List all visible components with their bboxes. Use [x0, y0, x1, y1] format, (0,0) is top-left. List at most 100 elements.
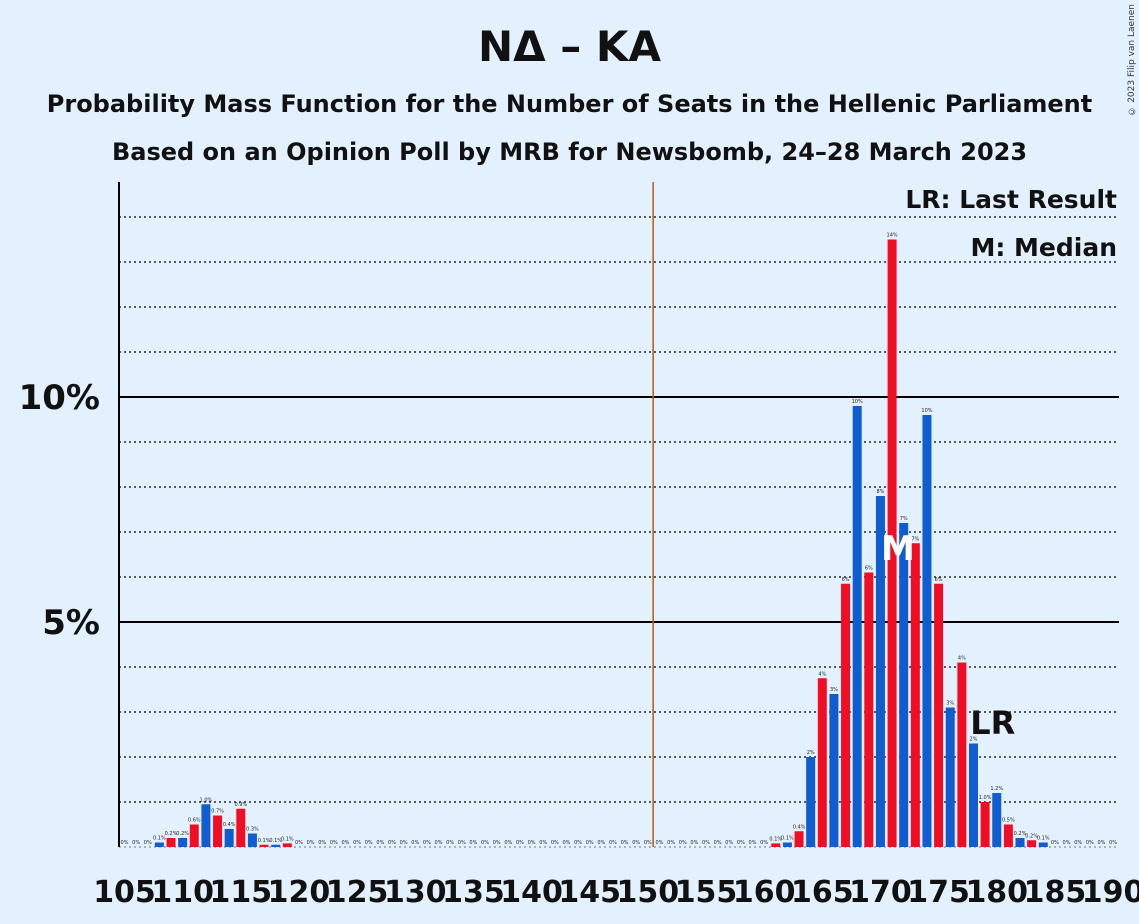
bar-label: 0% — [760, 840, 768, 846]
bar — [154, 842, 164, 847]
x-tick-label: 185 — [1024, 875, 1087, 910]
chart-title: ΝΔ – ΚΑ — [478, 22, 661, 71]
bar-label: 6% — [935, 577, 943, 583]
bar-label: 0% — [679, 840, 687, 846]
bar-label: 0% — [481, 840, 489, 846]
bar-label: 0% — [714, 840, 722, 846]
bar-label: 1.0% — [979, 795, 992, 801]
bar-label: 0% — [121, 840, 129, 846]
x-tick-label: 105 — [93, 875, 156, 910]
bar — [1027, 840, 1037, 847]
x-tick-label: 160 — [733, 875, 796, 910]
y-tick-label: 10% — [19, 378, 100, 418]
bar-label: 0% — [562, 840, 570, 846]
bar-label: 6% — [865, 566, 873, 572]
bar-label: 0% — [504, 840, 512, 846]
bar-labels: 0% 0%0.1%0.2%1.0%0.4%0.3%0.1% 0% 0% 0% 0% 0% 0%… — [121, 233, 1118, 847]
bar-label: 0.1% — [281, 836, 294, 842]
bar-label: 0.2% — [1014, 831, 1027, 837]
bar — [841, 583, 851, 847]
bar-label: 0% — [597, 840, 605, 846]
bar-label: 2% — [807, 750, 815, 756]
bar — [910, 543, 920, 847]
y-tick-label: 5% — [42, 603, 100, 643]
bar-label: 0% — [365, 840, 373, 846]
x-tick-label: 110 — [151, 875, 214, 910]
bar — [945, 707, 955, 847]
bar-label: 0% — [388, 840, 396, 846]
bar — [282, 843, 292, 847]
bar-label: 0.4% — [793, 824, 806, 830]
bar-label: 0% — [1086, 840, 1094, 846]
bar-label: 0.2% — [1025, 833, 1038, 839]
chart-subtitle-2: Based on an Opinion Poll by MRB for News… — [111, 138, 1028, 166]
bar-label: 0% — [621, 840, 629, 846]
bar — [236, 808, 246, 847]
bar — [189, 824, 199, 847]
x-tick-label: 190 — [1082, 875, 1139, 910]
bar-label: 0.1% — [153, 836, 166, 842]
bar-label: 7% — [900, 516, 908, 522]
bar-label: 0% — [1051, 840, 1059, 846]
bar-label: 1.2% — [990, 786, 1003, 792]
bar-label: 1.0% — [200, 797, 213, 803]
x-tick-labels: 1051101151201251301351401451501551601651… — [93, 875, 1139, 910]
bar-label: 0.6% — [188, 818, 201, 824]
bar-label: 0% — [1063, 840, 1071, 846]
legend-median: M: Median — [970, 233, 1117, 262]
bar — [829, 694, 839, 847]
bar — [247, 833, 257, 847]
bar-label: 0.1% — [258, 838, 271, 844]
bar-label: 0% — [353, 840, 361, 846]
bar-label: 0% — [132, 840, 140, 846]
bar-label: 0.1% — [269, 838, 282, 844]
bar — [957, 662, 967, 847]
bar — [992, 793, 1002, 847]
chart-subtitle: Probability Mass Function for the Number… — [46, 90, 1093, 118]
bar-label: 2% — [970, 737, 978, 743]
bar — [213, 815, 223, 847]
bar-label: 0% — [493, 840, 501, 846]
bar-label: 3% — [946, 701, 954, 707]
bar-label: 0% — [342, 840, 350, 846]
bar-label: 0% — [400, 840, 408, 846]
bar — [224, 829, 234, 847]
bar — [968, 743, 978, 847]
x-tick-label: 120 — [268, 875, 331, 910]
bar-label: 3% — [830, 687, 838, 693]
bar-label: 0% — [144, 840, 152, 846]
median-marker: M — [881, 529, 915, 569]
bar — [817, 678, 827, 847]
bar-label: 0% — [1109, 840, 1117, 846]
bar-label: 0% — [435, 840, 443, 846]
bar-label: 0% — [574, 840, 582, 846]
bar-label: 0% — [539, 840, 547, 846]
bar-label: 0% — [609, 840, 617, 846]
bar-label: 0% — [330, 840, 338, 846]
bar-label: 0.2% — [176, 831, 189, 837]
x-tick-label: 150 — [617, 875, 680, 910]
bar-label: 0% — [469, 840, 477, 846]
bar-label: 0% — [667, 840, 675, 846]
bar — [1038, 842, 1048, 847]
bar-label: 0% — [516, 840, 524, 846]
bar — [852, 406, 862, 847]
bar-label: 0.3% — [246, 827, 259, 833]
bar — [806, 757, 816, 847]
grid-lines — [119, 216, 1119, 848]
bar-label: 0.2% — [165, 831, 178, 837]
bar — [899, 523, 909, 847]
bar-label: 0% — [423, 840, 431, 846]
bar-label: 0% — [586, 840, 594, 846]
bar-label: 0% — [644, 840, 652, 846]
bar — [1015, 838, 1025, 847]
x-tick-label: 145 — [558, 875, 621, 910]
x-tick-label: 175 — [907, 875, 970, 910]
bars — [154, 239, 1048, 847]
bar-label: 0.4% — [223, 822, 236, 828]
bar-label: 0% — [318, 840, 326, 846]
x-tick-label: 125 — [326, 875, 389, 910]
x-tick-label: 165 — [791, 875, 854, 910]
bar — [864, 572, 874, 847]
